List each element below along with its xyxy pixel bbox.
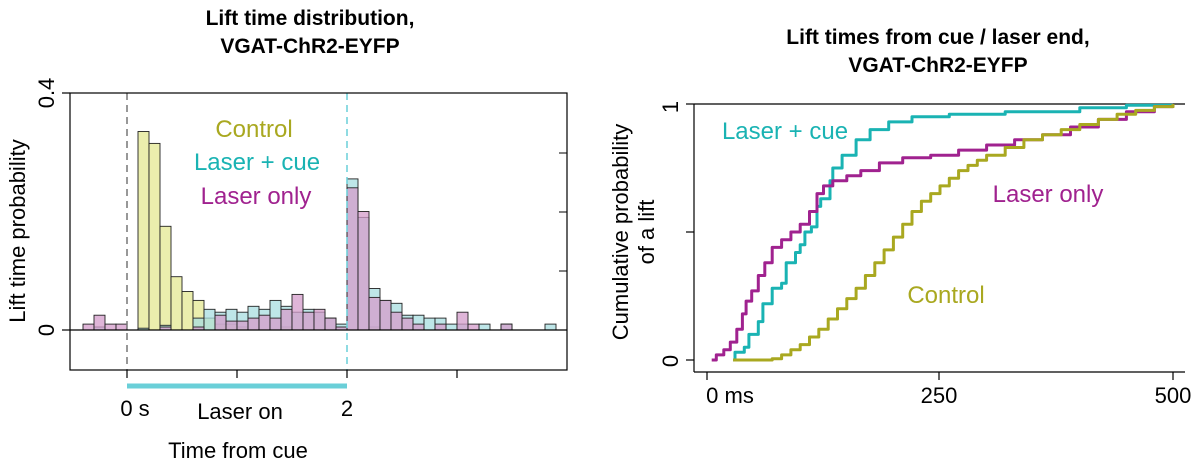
xtick-label-0ms: 0 ms: [706, 383, 754, 408]
hist-bar-laser-cue: [445, 323, 458, 331]
ytick-label-1: 1: [658, 101, 683, 113]
hist-bar-laser-only: [302, 311, 315, 331]
hist-bar-laser-only: [379, 299, 392, 331]
xtick-label-0s: 0 s: [120, 396, 149, 421]
legend-laser-cue: Laser + cue: [194, 149, 320, 176]
hist-bar-laser-only: [456, 311, 469, 331]
hist-bar-laser-cue: [544, 323, 557, 331]
cdf-legend-laser-only: Laser only: [993, 181, 1104, 208]
hist-bar-laser-only: [214, 314, 227, 331]
right-chart-title-line1: Lift times from cue / laser end,: [786, 26, 1089, 49]
right-ylabel-line2: of a lift: [634, 200, 659, 265]
hist-bar-laser-cue: [423, 317, 436, 331]
right-chart-title-line2: VGAT-ChR2-EYFP: [848, 54, 1027, 77]
left-plot-frame: [69, 92, 568, 371]
hist-bar-laser-only: [412, 323, 425, 331]
cdf-legend-laser-cue: Laser + cue: [722, 118, 848, 145]
hist-bar-control: [148, 142, 161, 331]
hist-bar-laser-only: [324, 317, 337, 331]
legend-laser-only: Laser only: [201, 183, 312, 210]
hist-bar-laser-only: [346, 187, 359, 331]
ytick-label-zero: 0: [34, 324, 59, 336]
hist-bar-laser-only: [269, 317, 282, 331]
hist-bar-laser-only: [104, 323, 117, 331]
ytick-label-top: 0.4: [34, 78, 59, 109]
legend-control: Control: [215, 116, 292, 143]
hist-bar-laser-only: [258, 314, 271, 331]
hist-bar-laser-only: [368, 296, 381, 331]
hist-bar-control: [170, 276, 183, 331]
hist-bar-control: [137, 131, 150, 331]
hist-bar-laser-only: [291, 293, 304, 331]
hist-bar-laser-only: [225, 320, 238, 331]
xtick-label-500: 500: [1155, 383, 1192, 408]
left-ylabel: Lift time probability: [5, 139, 30, 322]
hist-bar-laser-only: [467, 323, 480, 331]
hist-bar-control: [181, 291, 194, 331]
hist-bar-laser-only: [401, 317, 414, 331]
left-xlabel: Time from cue: [168, 438, 308, 463]
hist-bar-laser-only: [236, 320, 249, 331]
laser-on-label: Laser on: [197, 399, 283, 424]
hist-bar-laser-only: [93, 314, 106, 331]
hist-bar-laser-only: [82, 323, 95, 331]
right-chart: Lift times from cue / laser end, VGAT-Ch…: [608, 26, 1191, 408]
cdf-legend-control: Control: [907, 282, 984, 309]
left-chart-title-line1: Lift time distribution,: [206, 7, 415, 30]
hist-bar-laser-only: [247, 317, 260, 331]
hist-bar-laser-cue: [478, 323, 491, 331]
hist-bar-laser-only: [280, 308, 293, 331]
hist-bar-laser-only: [434, 323, 447, 331]
right-ylabel-line1: Cumulative probability: [608, 124, 633, 340]
hist-bar-control: [159, 225, 172, 331]
cdf-lines: [711, 103, 1175, 362]
hist-bar-laser-only: [313, 308, 326, 331]
ytick-label-0: 0: [658, 355, 683, 367]
left-chart-title-line2: VGAT-ChR2-EYFP: [220, 35, 399, 58]
xtick-label-2: 2: [341, 396, 353, 421]
cdf-line-control: [733, 104, 1175, 362]
hist-bar-laser-only: [390, 311, 403, 331]
hist-bar-laser-only: [357, 211, 370, 331]
hist-bar-laser-only: [500, 323, 513, 331]
hist-bar-laser-only: [115, 323, 128, 331]
hist-bar-laser-cue: [203, 308, 216, 331]
xtick-label-250: 250: [921, 383, 958, 408]
left-chart: Lift time distribution, VGAT-ChR2-EYFP 0…: [5, 7, 568, 463]
